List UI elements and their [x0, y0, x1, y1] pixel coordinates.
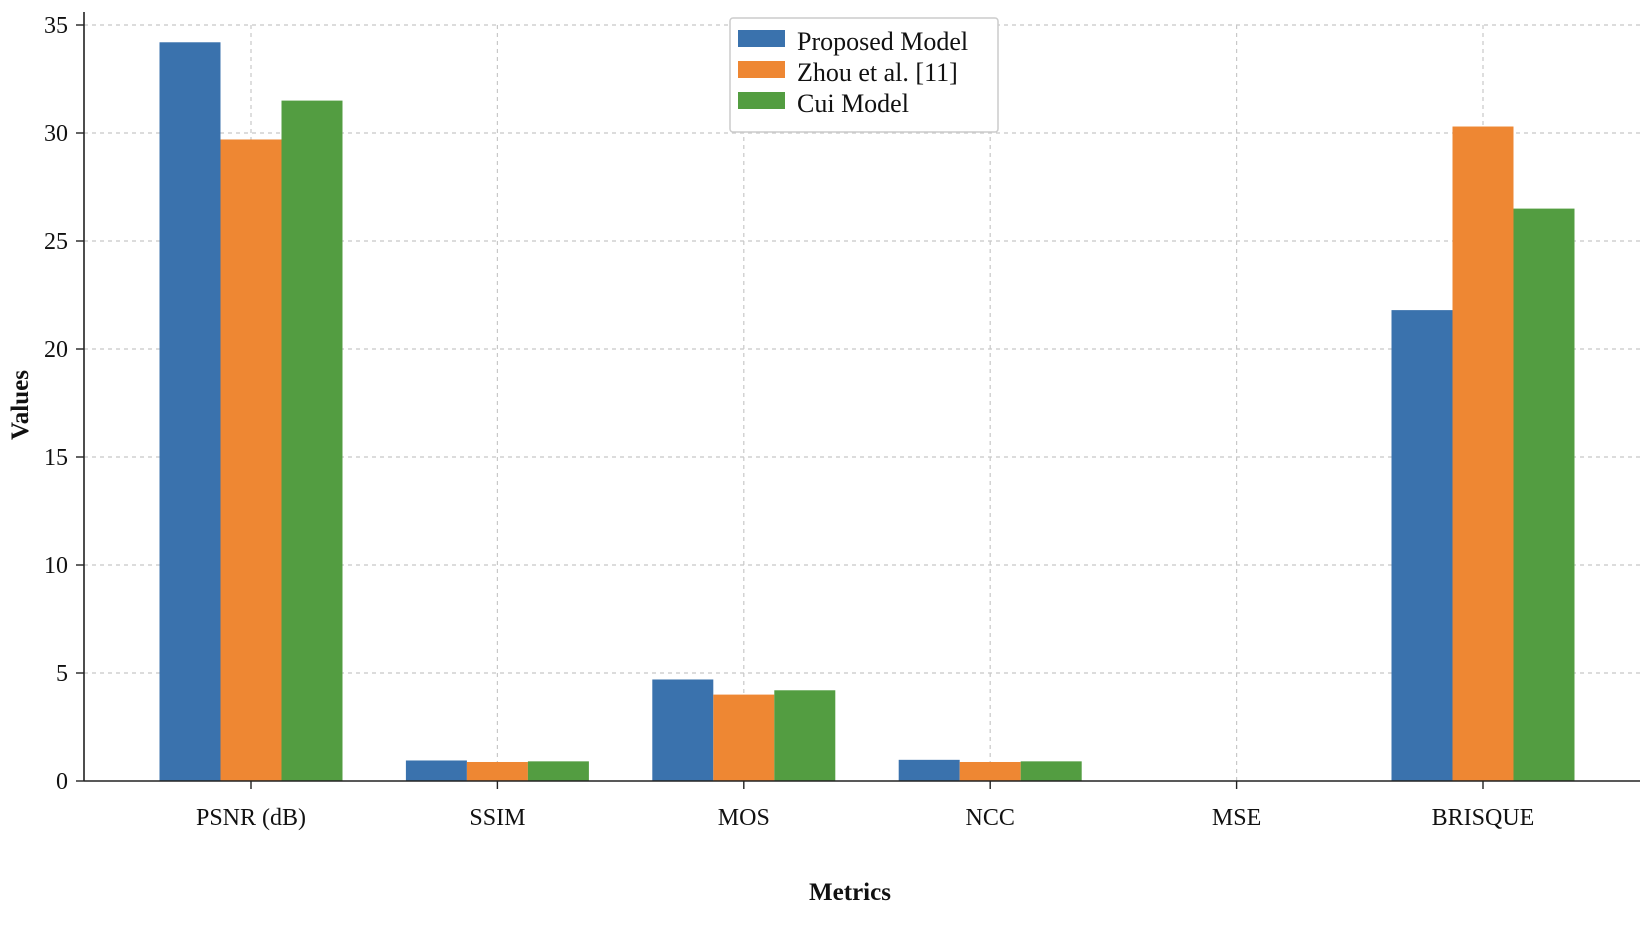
y-tick-label: 15 — [44, 445, 68, 471]
x-tick-label: MSE — [1212, 805, 1261, 831]
legend-swatch-zhou-et-al — [738, 61, 785, 78]
legend-label-proposed-model: Proposed Model — [797, 27, 968, 56]
y-tick-label: 0 — [56, 769, 68, 795]
bar — [1513, 208, 1575, 782]
y-tick-label: 25 — [44, 229, 68, 255]
bar — [959, 761, 1021, 781]
bar — [1452, 126, 1514, 781]
y-ticks: 0 5 10 15 20 25 30 35 — [44, 13, 84, 795]
legend-label-zhou-et-al: Zhou et al. [11] — [797, 58, 958, 87]
bar — [652, 679, 714, 781]
y-tick-label: 5 — [56, 661, 68, 687]
bars — [159, 42, 1575, 782]
y-tick-label: 10 — [44, 553, 68, 579]
bar — [405, 760, 467, 781]
bar — [713, 694, 775, 781]
legend-swatch-proposed-model — [738, 30, 785, 47]
y-axis-title: Values — [7, 370, 34, 440]
bar — [159, 42, 221, 781]
legend-box — [729, 17, 999, 133]
bar — [527, 761, 589, 781]
x-ticks: PSNR (dB) SSIM MOS NCC MSE BRISQUE — [196, 781, 1534, 831]
bar — [281, 100, 343, 782]
bar — [1020, 761, 1082, 781]
x-tick-label: BRISQUE — [1432, 805, 1535, 831]
x-tick-label: SSIM — [469, 805, 525, 831]
y-tick-label: 20 — [44, 337, 68, 363]
x-tick-label: NCC — [966, 805, 1015, 831]
y-tick-label: 35 — [44, 13, 68, 39]
bar — [220, 139, 282, 782]
bar — [774, 690, 836, 781]
axes — [83, 12, 1640, 782]
bar — [466, 761, 528, 781]
legend-swatch-cui-model — [738, 92, 785, 109]
legend: Proposed Model Zhou et al. [11] Cui Mode… — [729, 17, 999, 133]
x-tick-label: MOS — [718, 805, 770, 831]
y-tick-label: 30 — [44, 121, 68, 147]
legend-label-cui-model: Cui Model — [797, 89, 909, 118]
bar — [898, 759, 960, 781]
x-axis-title: Metrics — [809, 879, 891, 906]
x-tick-label: PSNR (dB) — [196, 805, 306, 831]
bar — [1391, 310, 1453, 781]
